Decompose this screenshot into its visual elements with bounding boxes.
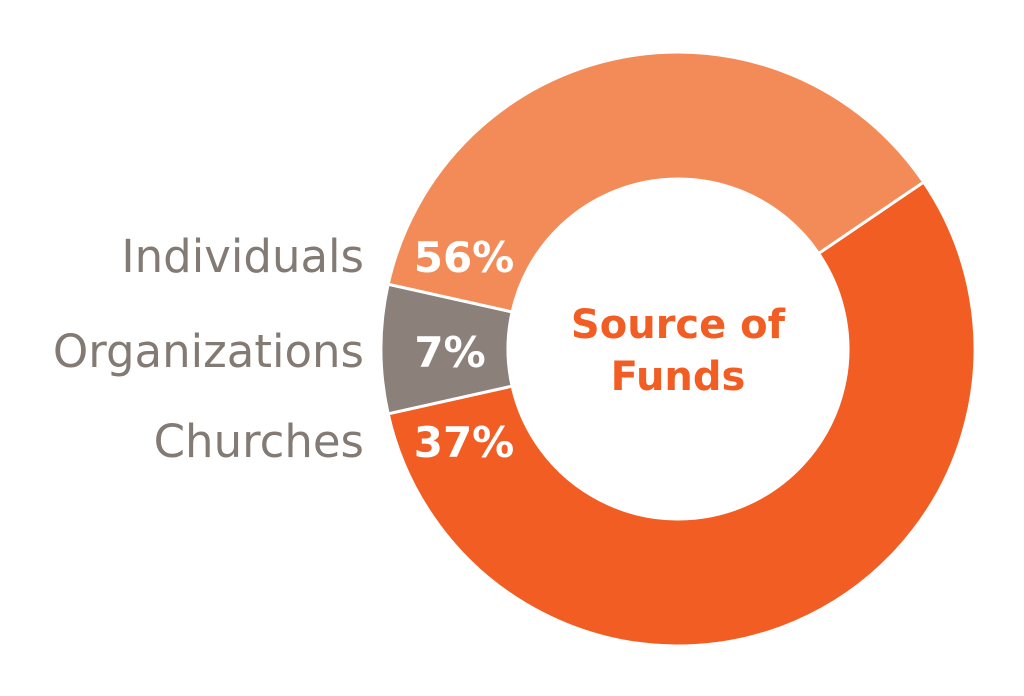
slice-individuals (386, 179, 977, 648)
slice-churches (386, 50, 926, 314)
value-label-organizations: 7% (414, 328, 485, 377)
value-label-individuals: 56% (414, 233, 515, 282)
chart-title-line-2: Funds (611, 354, 746, 400)
value-label-churches: 37% (414, 418, 515, 467)
chart-title-line-1: Source of (571, 302, 786, 348)
category-label-churches: Churches (154, 415, 364, 468)
category-label-individuals: Individuals (121, 230, 364, 283)
category-label-organizations: Organizations (53, 325, 364, 378)
donut-slices (379, 50, 977, 648)
